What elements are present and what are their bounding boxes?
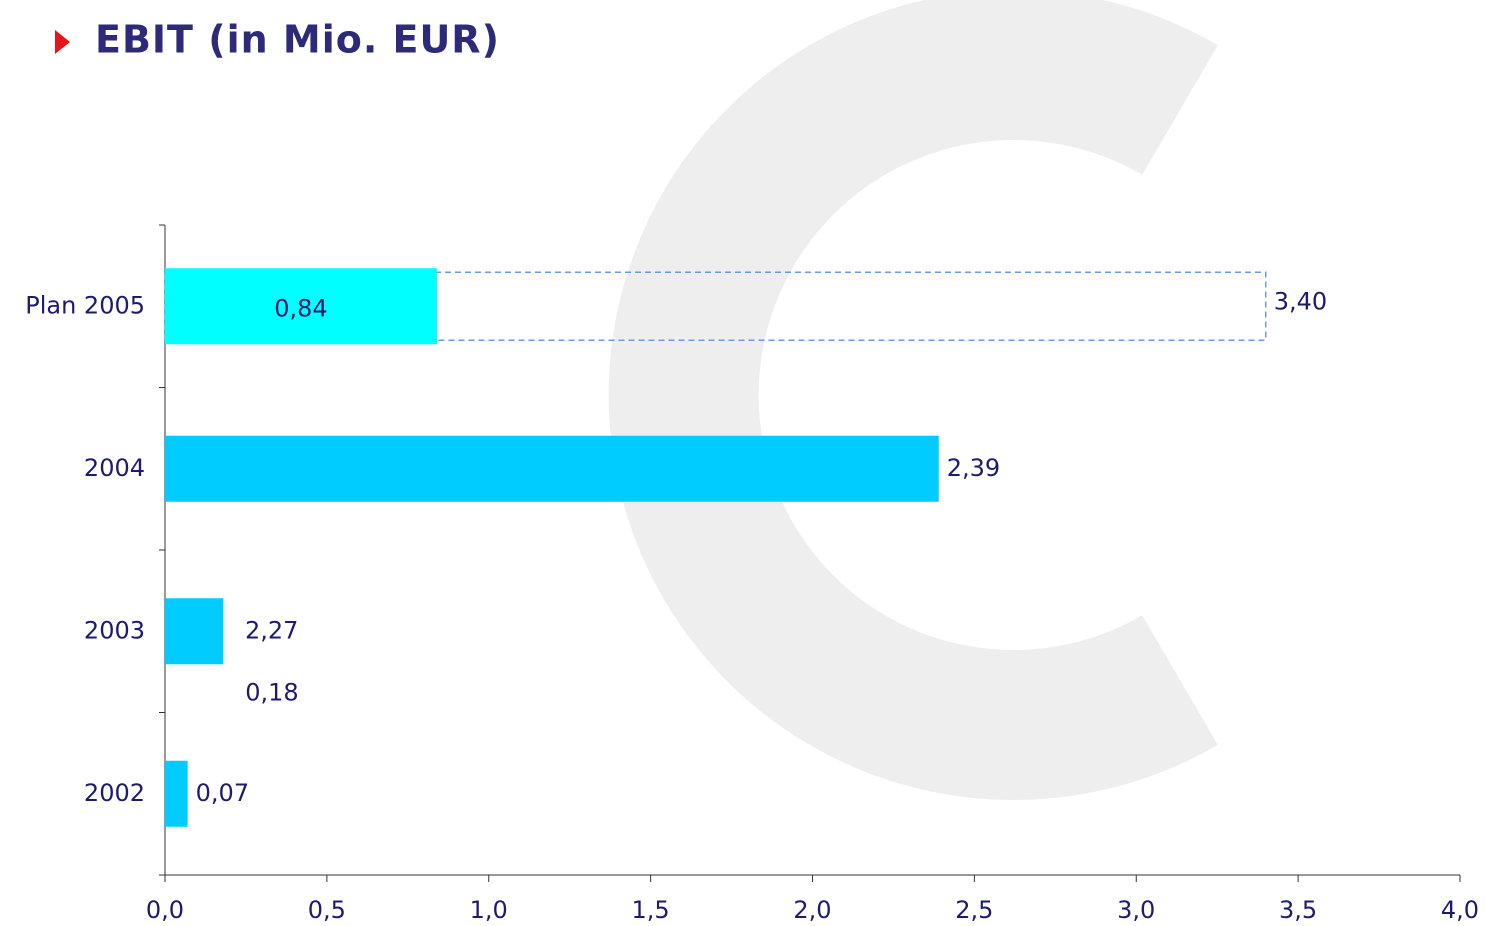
x-tick-label: 2,5 <box>955 896 993 924</box>
y-tick-label: 2003 <box>84 616 145 644</box>
x-tick-label: 1,5 <box>632 896 670 924</box>
value-label: 0,84 <box>274 294 327 322</box>
bar <box>165 598 224 665</box>
annotation: 2,27 <box>245 616 298 644</box>
value-label: 3,40 <box>1274 287 1327 315</box>
value-label: 0,07 <box>196 779 249 807</box>
bar <box>165 760 188 827</box>
bar <box>165 268 437 345</box>
y-tick-label: 2004 <box>84 454 145 482</box>
x-tick-label: 0,5 <box>308 896 346 924</box>
x-tick-label: 3,0 <box>1117 896 1155 924</box>
euro-background <box>608 0 1218 800</box>
value-label: 0,18 <box>245 678 298 706</box>
bar <box>165 435 939 502</box>
x-tick-label: 4,0 <box>1441 896 1479 924</box>
y-tick-label: 2002 <box>84 779 145 807</box>
value-label: 2,39 <box>947 454 1000 482</box>
x-tick-label: 2,0 <box>793 896 831 924</box>
y-tick-label: Plan 2005 <box>25 291 145 319</box>
x-tick-label: 1,0 <box>470 896 508 924</box>
title-bullet <box>55 30 70 54</box>
x-tick-label: 0,0 <box>146 896 184 924</box>
x-tick-label: 3,5 <box>1279 896 1317 924</box>
chart-title: EBIT (in Mio. EUR) <box>95 18 500 62</box>
